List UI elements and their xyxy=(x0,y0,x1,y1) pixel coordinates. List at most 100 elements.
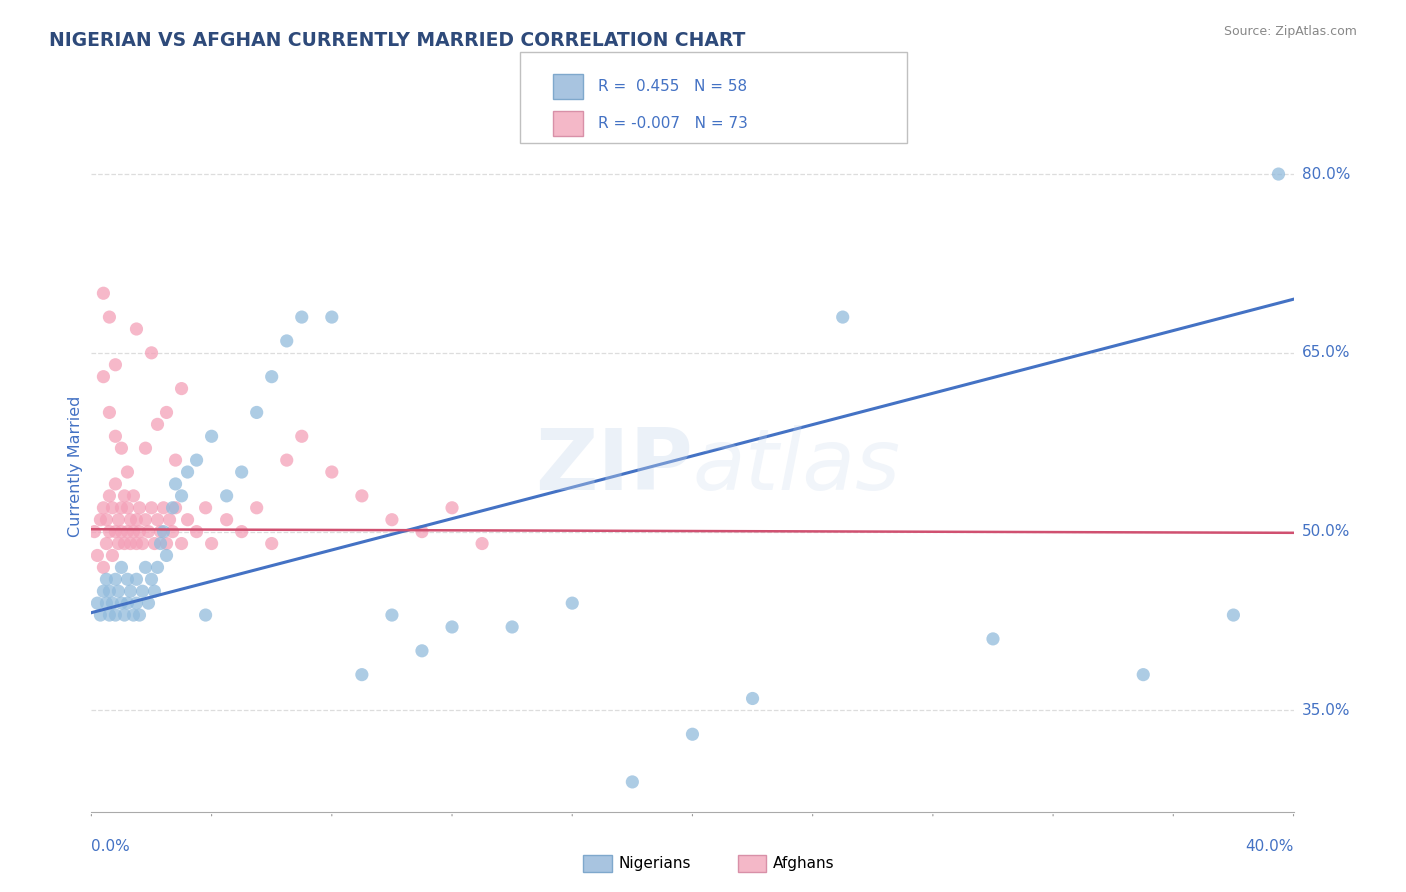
Point xyxy=(146,513,169,527)
Point xyxy=(186,453,208,467)
Point xyxy=(93,584,115,599)
Point xyxy=(104,608,127,623)
Point xyxy=(194,500,217,515)
Point xyxy=(131,584,153,599)
Point xyxy=(321,310,343,324)
Point xyxy=(321,465,343,479)
Point xyxy=(110,500,132,515)
Point xyxy=(149,536,172,550)
Point xyxy=(114,608,136,623)
Point xyxy=(104,358,127,372)
Point xyxy=(501,620,523,634)
Point xyxy=(194,608,217,623)
Point xyxy=(96,513,118,527)
Point xyxy=(741,691,763,706)
Point xyxy=(170,382,193,396)
Point xyxy=(152,524,174,539)
Point xyxy=(120,513,142,527)
Point xyxy=(134,441,156,455)
Point xyxy=(201,429,224,443)
Point xyxy=(104,524,127,539)
Point xyxy=(1267,167,1289,181)
Point xyxy=(246,405,269,419)
Point xyxy=(125,322,148,336)
Point xyxy=(96,536,118,550)
Point xyxy=(125,572,148,586)
Point xyxy=(128,524,150,539)
Point xyxy=(117,465,139,479)
Point xyxy=(381,608,404,623)
Point xyxy=(411,644,433,658)
Point xyxy=(128,500,150,515)
Point xyxy=(291,310,314,324)
Point xyxy=(98,310,121,324)
Point xyxy=(981,632,1004,646)
Point xyxy=(231,465,253,479)
Point xyxy=(165,500,187,515)
Point xyxy=(260,369,283,384)
Point xyxy=(86,596,108,610)
Point xyxy=(83,524,105,539)
Point xyxy=(98,405,121,419)
Text: 40.0%: 40.0% xyxy=(1246,839,1294,855)
Point xyxy=(104,477,127,491)
Point xyxy=(170,536,193,550)
Point xyxy=(411,524,433,539)
Point xyxy=(86,549,108,563)
Point xyxy=(122,608,145,623)
Text: Afghans: Afghans xyxy=(773,856,835,871)
Point xyxy=(125,596,148,610)
Point xyxy=(120,584,142,599)
Text: 35.0%: 35.0% xyxy=(1302,703,1350,718)
Point xyxy=(98,584,121,599)
Point xyxy=(134,560,156,574)
Point xyxy=(170,489,193,503)
Point xyxy=(186,524,208,539)
Point xyxy=(440,620,463,634)
Point xyxy=(93,286,115,301)
Point xyxy=(141,346,163,360)
Point xyxy=(146,417,169,432)
Point xyxy=(621,775,644,789)
Point xyxy=(143,584,166,599)
Point xyxy=(96,572,118,586)
Point xyxy=(681,727,703,741)
Point xyxy=(96,596,118,610)
Point xyxy=(104,429,127,443)
Point xyxy=(101,549,124,563)
Point xyxy=(138,524,160,539)
Point xyxy=(162,500,184,515)
Point xyxy=(260,536,283,550)
Point xyxy=(125,536,148,550)
Point xyxy=(155,405,177,419)
Text: atlas: atlas xyxy=(692,425,900,508)
Point xyxy=(110,596,132,610)
Point xyxy=(141,500,163,515)
Point xyxy=(117,572,139,586)
Point xyxy=(231,524,253,539)
Point xyxy=(246,500,269,515)
Point xyxy=(1222,608,1244,623)
Point xyxy=(162,524,184,539)
Text: 80.0%: 80.0% xyxy=(1302,167,1350,182)
Point xyxy=(107,584,129,599)
Point xyxy=(471,536,494,550)
Point xyxy=(93,369,115,384)
Point xyxy=(117,596,139,610)
Point xyxy=(107,536,129,550)
Point xyxy=(176,465,198,479)
Point xyxy=(831,310,853,324)
Text: ZIP: ZIP xyxy=(534,425,692,508)
Point xyxy=(93,500,115,515)
Point xyxy=(276,334,298,348)
Point xyxy=(114,536,136,550)
Point xyxy=(155,536,177,550)
Point xyxy=(98,489,121,503)
Point xyxy=(350,667,373,681)
Point xyxy=(146,560,169,574)
Point xyxy=(89,513,111,527)
Point xyxy=(110,560,132,574)
Point xyxy=(276,453,298,467)
Text: R = -0.007   N = 73: R = -0.007 N = 73 xyxy=(598,116,748,131)
Point xyxy=(561,596,583,610)
